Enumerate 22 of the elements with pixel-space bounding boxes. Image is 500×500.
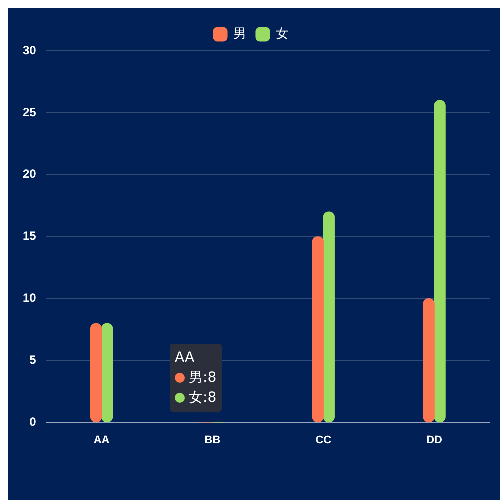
y-tick-label: 5: [30, 353, 37, 368]
bar: [90, 323, 102, 423]
x-tick-label: BB: [204, 434, 221, 446]
bar: [423, 298, 435, 423]
annotation: AA: [175, 349, 195, 368]
bar: [434, 100, 446, 423]
x-tick-label: AA: [94, 434, 110, 446]
annotation: 男:8: [189, 369, 217, 388]
legend-label: 女: [276, 26, 289, 42]
y-tick-label: 15: [22, 229, 37, 244]
bar: [101, 323, 114, 423]
y-tick-label: 0: [30, 415, 37, 430]
y-tick-label: 25: [22, 105, 37, 120]
bar: [323, 212, 335, 423]
y-tick-label: 10: [22, 291, 37, 306]
y-tick-label: 20: [22, 167, 37, 182]
y-tick-label: 30: [22, 43, 37, 58]
x-tick-label: CC: [316, 434, 332, 446]
bar: [312, 236, 324, 423]
x-tick-label: DD: [426, 434, 443, 446]
legend-label: 男: [234, 26, 246, 42]
annotation: 女:8: [189, 389, 217, 408]
